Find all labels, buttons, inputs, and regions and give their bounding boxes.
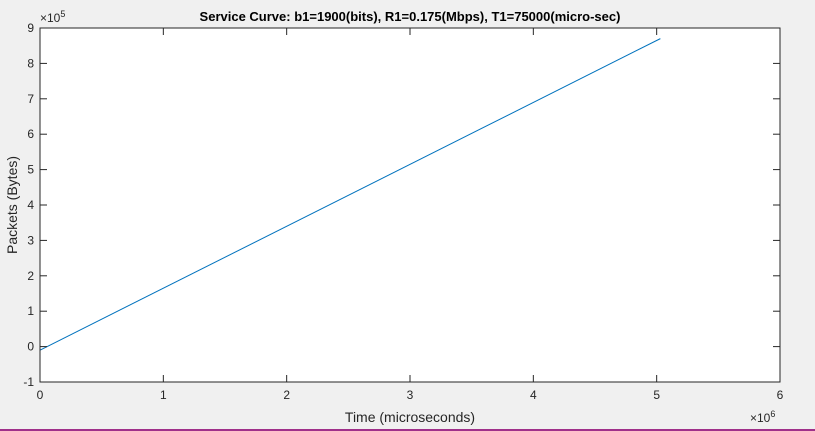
x-exponent-label: ×106 [750,409,775,425]
y-exponent-base: ×10 [40,11,61,25]
y-tick-label: 6 [27,127,34,141]
x-tick-label: 1 [160,388,167,402]
y-tick-label: 1 [27,304,34,318]
y-axis-ticks: -1 0 1 2 3 4 5 6 7 8 9 [23,21,780,389]
chart-title: Service Curve: b1=1900(bits), R1=0.175(M… [200,9,621,24]
series-line-0 [39,38,661,351]
x-tick-label: 6 [777,388,784,402]
x-tick-label: 4 [530,388,537,402]
x-axis-label: Time (microseconds) [345,409,475,425]
y-tick-label: 8 [27,56,34,70]
y-tick-label: 9 [27,21,34,35]
y-tick-label: 2 [27,269,34,283]
window-bottom-border [0,429,815,431]
x-tick-label: 5 [653,388,660,402]
y-axis-label: Packets (Bytes) [4,156,20,254]
y-exponent-label: ×105 [40,9,65,25]
plot-area [39,38,661,351]
axes-box [39,27,781,383]
y-tick-label: -1 [23,375,34,389]
y-tick-label: 7 [27,92,34,106]
y-tick-label: 3 [27,233,34,247]
x-axis-ticks: 0 1 2 3 4 5 6 [37,28,784,402]
x-tick-label: 3 [407,388,414,402]
y-tick-label: 0 [27,340,34,354]
x-tick-label: 2 [283,388,290,402]
x-exponent-base: ×10 [750,411,771,425]
y-tick-label: 4 [27,198,34,212]
axes-background [40,28,780,382]
y-exponent-power: 5 [60,9,65,19]
y-tick-label: 5 [27,163,34,177]
x-exponent-power: 6 [770,409,775,419]
x-tick-label: 0 [37,388,44,402]
